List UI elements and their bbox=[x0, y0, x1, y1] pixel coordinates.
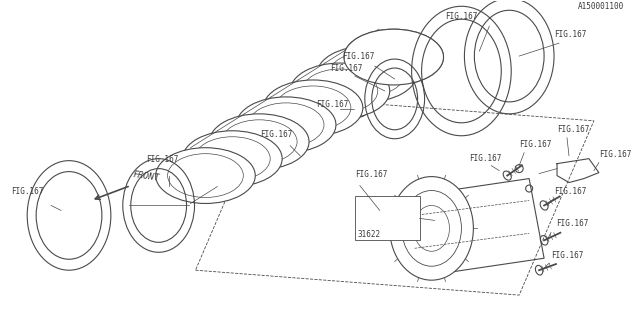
Text: FIG.167: FIG.167 bbox=[12, 187, 44, 196]
Text: FIG.167: FIG.167 bbox=[342, 52, 374, 61]
Ellipse shape bbox=[236, 97, 336, 153]
Text: FIG.167: FIG.167 bbox=[556, 220, 588, 228]
Text: FIG.167: FIG.167 bbox=[260, 130, 292, 139]
Text: FIG.167: FIG.167 bbox=[599, 150, 631, 159]
Text: FIG.167: FIG.167 bbox=[469, 154, 502, 163]
Text: FIG.167: FIG.167 bbox=[316, 100, 348, 109]
Ellipse shape bbox=[290, 63, 390, 119]
Ellipse shape bbox=[182, 131, 282, 187]
Text: FIG.167: FIG.167 bbox=[355, 170, 387, 179]
Text: FIG.167: FIG.167 bbox=[146, 155, 178, 164]
Ellipse shape bbox=[156, 148, 255, 204]
Text: FIG.167: FIG.167 bbox=[519, 140, 552, 149]
Text: 31622: 31622 bbox=[358, 230, 381, 239]
Text: A150001100: A150001100 bbox=[577, 2, 624, 11]
Ellipse shape bbox=[263, 80, 363, 136]
Text: FIG.167: FIG.167 bbox=[445, 12, 477, 21]
Text: FIG.167: FIG.167 bbox=[554, 187, 586, 196]
Ellipse shape bbox=[317, 46, 417, 102]
Ellipse shape bbox=[344, 29, 444, 85]
Text: FRONT: FRONT bbox=[132, 170, 161, 183]
Ellipse shape bbox=[390, 177, 474, 280]
Text: FIG.167: FIG.167 bbox=[557, 125, 589, 134]
Text: FIG.167: FIG.167 bbox=[330, 64, 362, 73]
Ellipse shape bbox=[344, 29, 444, 85]
Text: FIG.167: FIG.167 bbox=[554, 30, 586, 39]
Bar bbox=[355, 196, 420, 240]
Ellipse shape bbox=[209, 114, 309, 170]
Text: FIG.167: FIG.167 bbox=[551, 251, 584, 260]
